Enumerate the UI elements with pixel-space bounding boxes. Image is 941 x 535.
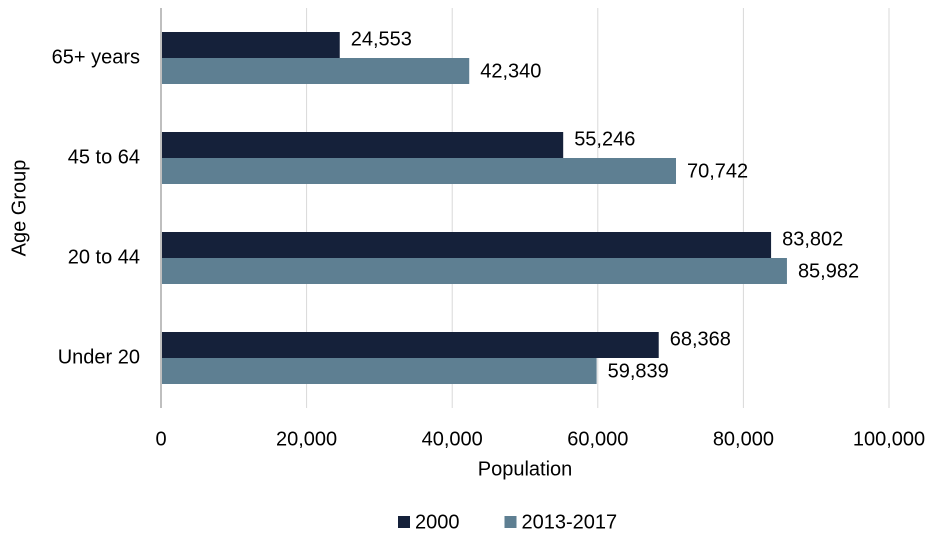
x-tick-label: 20,000 (276, 428, 337, 450)
y-axis-label: Age Group (8, 160, 30, 257)
bar (161, 332, 659, 358)
legend-label: 2013-2017 (522, 511, 618, 533)
value-label: 68,368 (670, 328, 731, 350)
value-label: 59,839 (608, 360, 669, 382)
x-axis-label: Population (478, 458, 573, 480)
legend-swatch (504, 516, 517, 528)
bar (161, 58, 470, 84)
value-label: 42,340 (480, 60, 541, 82)
y-tick-label: 65+ years (52, 46, 140, 68)
y-tick-label: 20 to 44 (68, 246, 140, 268)
legend-swatch (398, 516, 410, 528)
value-label: 55,246 (574, 128, 635, 150)
bar (161, 232, 772, 258)
x-tick-label: 0 (155, 428, 166, 450)
bar (161, 32, 340, 58)
x-tick-label: 60,000 (567, 428, 628, 450)
y-tick-label: 45 to 64 (68, 146, 140, 168)
value-label: 70,742 (687, 160, 748, 182)
legend-label: 2000 (415, 511, 460, 533)
bar (161, 132, 564, 158)
bar (161, 258, 787, 284)
x-tick-label: 40,000 (422, 428, 483, 450)
value-label: 85,982 (798, 260, 859, 282)
value-label: 24,553 (351, 28, 412, 50)
bar (161, 358, 597, 384)
value-label: 83,802 (782, 228, 843, 250)
y-tick-label: Under 20 (58, 346, 140, 368)
x-tick-label: 80,000 (713, 428, 774, 450)
bar (161, 158, 677, 184)
x-tick-label: 100,000 (853, 428, 925, 450)
